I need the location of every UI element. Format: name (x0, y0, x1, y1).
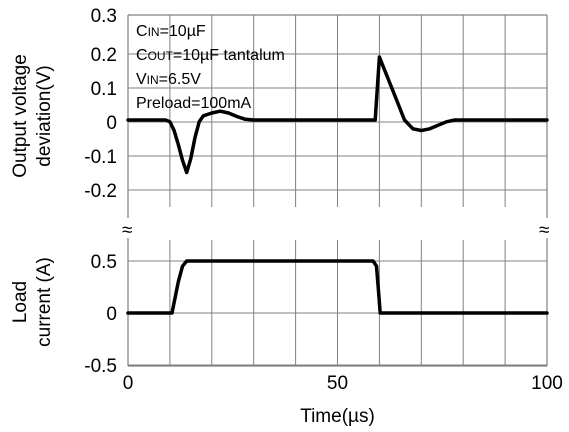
y-tick-label: -0.1 (84, 147, 117, 168)
axis-break-mark-left: ≈ (122, 220, 132, 241)
y-tick-label: 0 (106, 113, 117, 134)
y-tick-label: 0.2 (91, 45, 117, 66)
y-tick-label: 0.5 (91, 252, 117, 273)
x-tick-label: 0 (123, 373, 134, 394)
annotation-text: Preload=100mA (136, 95, 252, 112)
x-tick-label: 50 (327, 373, 348, 394)
annotation-text: VIN=6.5V (136, 71, 201, 88)
y-tick-label: 0 (106, 304, 117, 325)
annotation-text: CIN=10µF (136, 23, 206, 40)
axis-break-mark-right: ≈ (539, 220, 549, 241)
y-axis-label: Load (10, 281, 31, 323)
y-axis-label: Output voltage (10, 54, 31, 178)
y-tick-label: 0.3 (91, 6, 117, 27)
output_voltage-series-line (126, 55, 549, 175)
y-axis-label: deviation(V) (34, 65, 55, 166)
y-axis-label: current (A) (34, 257, 55, 347)
load_current-series-line (126, 259, 549, 315)
y-tick-label: -0.2 (84, 181, 117, 202)
x-axis-label: Time(µs) (300, 406, 375, 427)
y-tick-label: -0.5 (84, 356, 117, 377)
x-tick-label: 100 (531, 373, 563, 394)
y-tick-label: 0.1 (91, 79, 117, 100)
annotation-text: COUT=10µF tantalum (136, 47, 285, 64)
